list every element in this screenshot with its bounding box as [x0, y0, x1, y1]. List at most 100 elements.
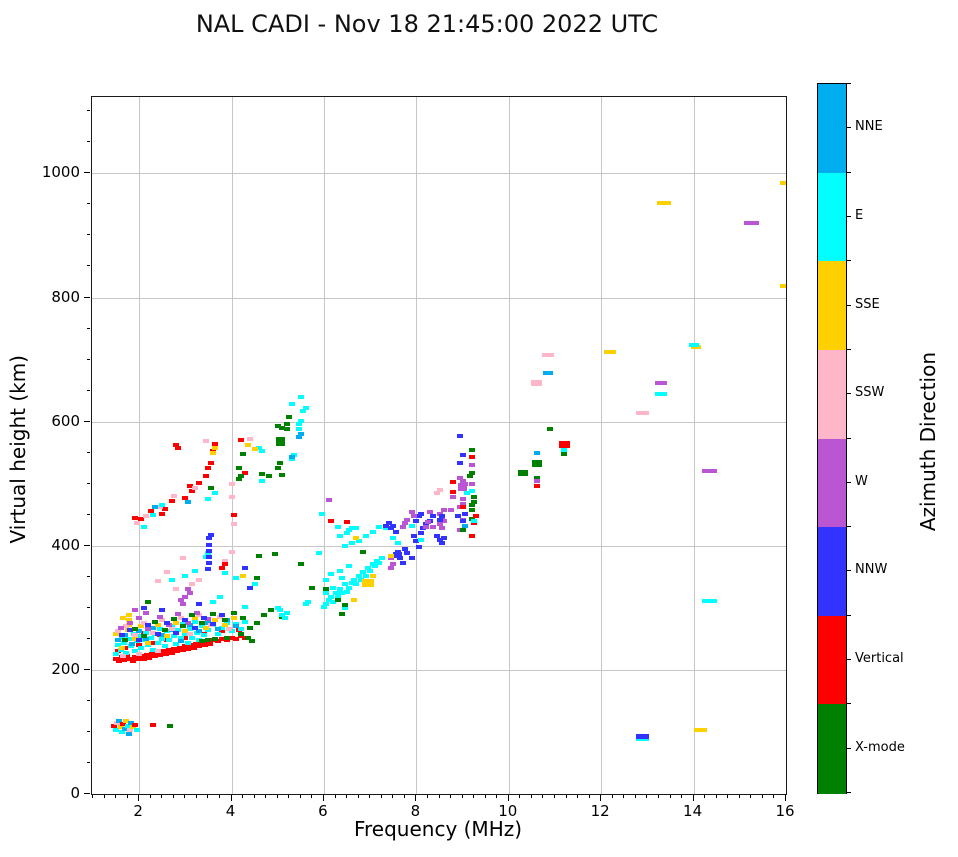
- data-point: [297, 394, 304, 399]
- data-point: [150, 630, 156, 635]
- data-point: [189, 489, 196, 494]
- x-minor-tick: [773, 795, 775, 798]
- x-tick-label: 8: [410, 802, 421, 820]
- x-minor-tick: [611, 795, 613, 798]
- data-point: [171, 646, 178, 651]
- x-minor-tick: [184, 795, 186, 798]
- data-point: [170, 634, 177, 639]
- data-point: [779, 284, 786, 289]
- data-point: [138, 624, 145, 629]
- x-minor-tick: [750, 795, 752, 798]
- colorbar-category-label: W: [855, 473, 868, 489]
- x-tick-label: 6: [318, 802, 328, 820]
- colorbar-segment-nne: [818, 84, 846, 174]
- data-point: [161, 507, 168, 512]
- data-point: [210, 621, 217, 626]
- data-point: [115, 718, 122, 723]
- data-point: [177, 639, 184, 644]
- y-tick-label: 200: [51, 659, 80, 678]
- data-point: [205, 628, 212, 633]
- data-point: [228, 635, 235, 640]
- data-point: [146, 655, 153, 660]
- data-point: [217, 594, 223, 599]
- data-point: [206, 561, 213, 566]
- x-minor-tick: [103, 795, 105, 798]
- data-point: [210, 599, 217, 604]
- gridline-x: [601, 97, 603, 794]
- data-point: [122, 638, 129, 643]
- y-minor-tick: [87, 513, 90, 515]
- x-minor-tick: [334, 795, 336, 798]
- data-point: [353, 582, 360, 587]
- data-point: [473, 513, 480, 518]
- data-point: [457, 433, 464, 438]
- data-point: [531, 459, 542, 467]
- data-point: [344, 531, 351, 536]
- data-point: [143, 653, 150, 657]
- data-point: [159, 512, 166, 517]
- x-minor-tick: [346, 795, 348, 798]
- data-point: [274, 466, 281, 471]
- data-point: [210, 451, 217, 456]
- data-point: [636, 410, 650, 415]
- data-point: [219, 566, 226, 571]
- gridline-y: [92, 173, 786, 175]
- data-point: [436, 487, 443, 492]
- data-point: [173, 630, 180, 635]
- data-point: [126, 618, 132, 623]
- data-point: [182, 495, 189, 500]
- data-point: [353, 526, 360, 531]
- data-point: [655, 380, 668, 385]
- data-point: [149, 651, 156, 656]
- data-point: [187, 631, 193, 636]
- x-minor-tick: [126, 795, 128, 798]
- data-point: [189, 613, 196, 618]
- data-point: [198, 620, 205, 625]
- data-point: [179, 648, 186, 652]
- y-major-tick: [84, 793, 90, 794]
- data-point: [228, 549, 235, 554]
- data-point: [655, 391, 668, 396]
- data-point: [120, 721, 127, 726]
- data-point: [348, 526, 355, 531]
- data-point: [228, 495, 235, 500]
- data-point: [533, 450, 540, 455]
- data-point: [205, 567, 212, 572]
- x-minor-tick: [450, 795, 451, 798]
- data-point: [154, 640, 161, 645]
- y-minor-tick: [87, 234, 90, 236]
- y-axis-label-text: Virtual height (km): [6, 355, 30, 544]
- y-minor-tick: [87, 575, 90, 577]
- data-point: [177, 635, 184, 640]
- data-point: [418, 531, 424, 536]
- colorbar-tick: [847, 747, 851, 749]
- data-point: [221, 562, 228, 567]
- x-minor-tick: [738, 795, 740, 798]
- x-tick-label: 10: [498, 802, 518, 820]
- data-point: [533, 475, 540, 480]
- gridline-y: [92, 669, 786, 671]
- y-minor-tick: [87, 451, 90, 453]
- data-point: [166, 723, 173, 728]
- colorbar-boundary-tick: [847, 614, 851, 616]
- data-point: [113, 631, 119, 636]
- data-point: [150, 513, 156, 518]
- data-point: [374, 558, 381, 563]
- data-point: [450, 490, 457, 495]
- data-point: [411, 513, 417, 518]
- data-point: [471, 518, 478, 523]
- x-minor-tick: [727, 795, 729, 798]
- data-point: [206, 536, 213, 541]
- data-point: [242, 566, 249, 571]
- data-point: [438, 513, 445, 518]
- data-point: [251, 582, 258, 587]
- data-point: [436, 517, 443, 522]
- data-point: [127, 720, 134, 725]
- data-point: [235, 476, 242, 481]
- data-point: [459, 501, 466, 506]
- data-point: [219, 636, 226, 641]
- data-point: [221, 571, 228, 575]
- data-point: [247, 437, 253, 441]
- data-point: [126, 613, 132, 618]
- x-minor-tick: [761, 795, 763, 798]
